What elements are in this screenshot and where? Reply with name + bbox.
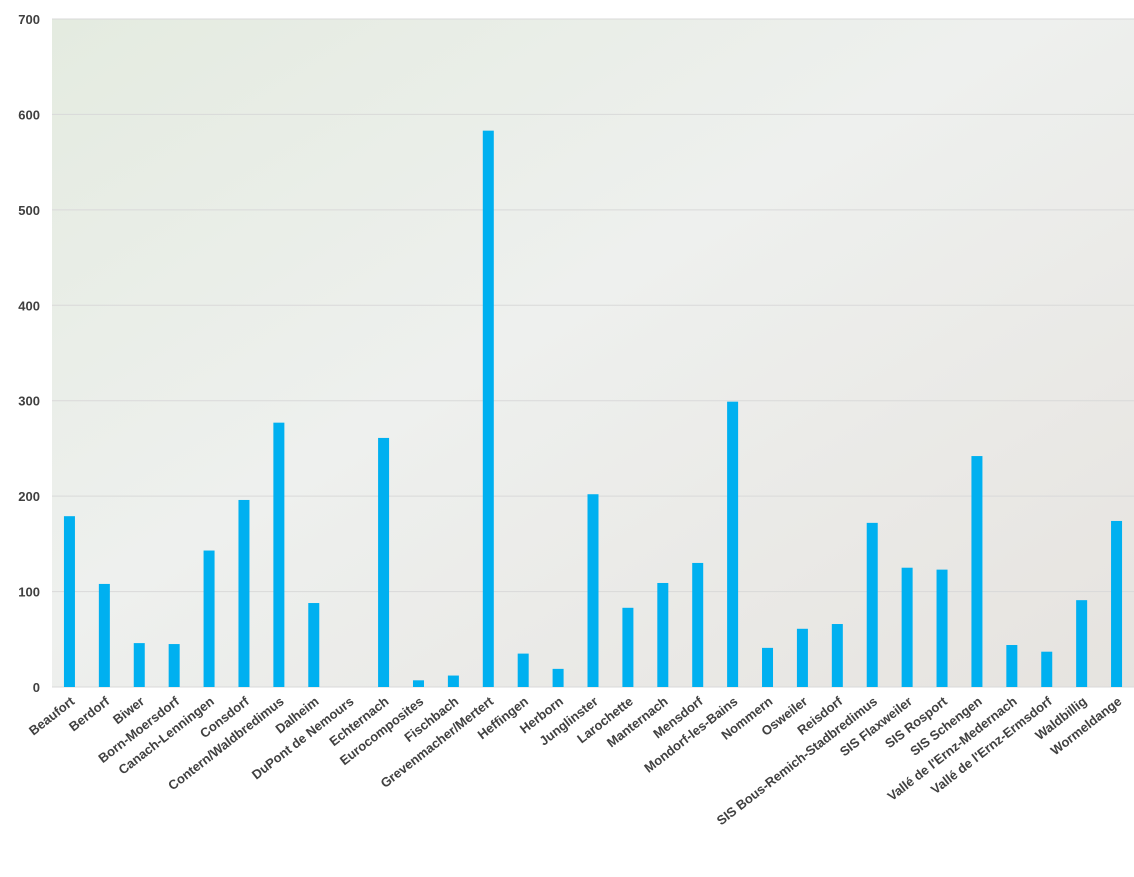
y-tick-label: 700 xyxy=(18,12,40,27)
bar xyxy=(1111,520,1123,687)
bar xyxy=(971,456,983,687)
bar xyxy=(831,624,843,687)
bar xyxy=(1041,651,1053,687)
bar xyxy=(936,569,948,687)
bar xyxy=(517,653,529,687)
bar xyxy=(727,401,739,687)
y-tick-label: 0 xyxy=(33,680,40,695)
bar xyxy=(1076,600,1088,687)
bar xyxy=(63,516,75,687)
bar xyxy=(901,567,913,687)
bar xyxy=(622,607,634,687)
bar xyxy=(308,603,320,687)
bar xyxy=(587,494,599,687)
bar xyxy=(866,522,878,687)
bar xyxy=(762,647,774,687)
bar xyxy=(657,582,669,687)
bar xyxy=(1006,645,1018,687)
bar xyxy=(203,550,215,687)
y-tick-label: 400 xyxy=(18,298,40,313)
bar xyxy=(482,130,494,687)
bar xyxy=(412,680,424,687)
bar xyxy=(98,583,110,687)
y-tick-label: 600 xyxy=(18,107,40,122)
bar xyxy=(168,644,180,687)
bar xyxy=(447,675,459,687)
y-tick-label: 300 xyxy=(18,394,40,409)
bar xyxy=(238,499,250,687)
y-tick-label: 100 xyxy=(18,585,40,600)
bar xyxy=(133,643,145,687)
y-tick-label: 200 xyxy=(18,489,40,504)
x-tick-label: Berdorf xyxy=(66,693,113,734)
bar xyxy=(378,437,390,687)
bar xyxy=(552,668,564,687)
bar xyxy=(273,422,285,687)
y-tick-label: 500 xyxy=(18,203,40,218)
bar xyxy=(796,628,808,687)
x-tick-label: Beaufort xyxy=(26,693,78,738)
bar xyxy=(692,562,704,687)
